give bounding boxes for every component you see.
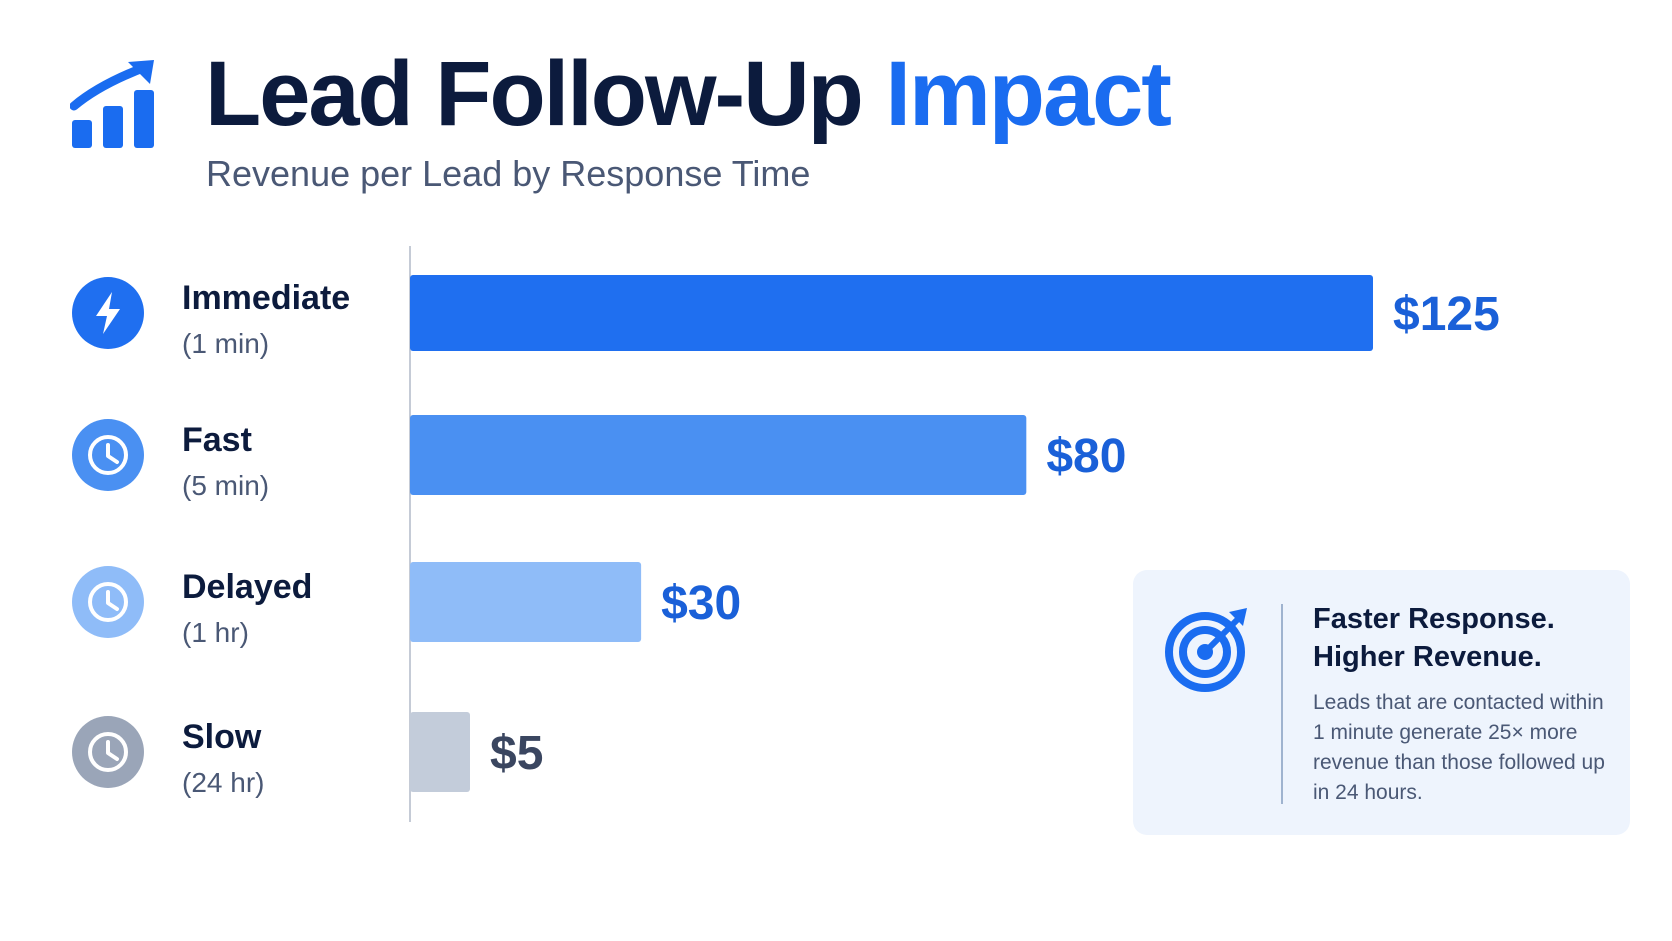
page-title: Lead Follow-Up Impact: [205, 43, 1172, 145]
callout-heading-line1: Faster Response.: [1313, 603, 1555, 635]
chart-up-icon: [70, 60, 154, 148]
target-icon: [1165, 608, 1247, 692]
bar: [410, 712, 470, 792]
page-subtitle: Revenue per Lead by Response Time: [206, 153, 811, 194]
callout-body: Leads that are contacted within 1 minute…: [1313, 691, 1605, 804]
callout-heading-line2: Higher Revenue.: [1313, 641, 1542, 673]
category-label: Immediate: [182, 279, 350, 317]
callout-divider: [1281, 604, 1283, 804]
title-accent: Impact: [885, 43, 1172, 145]
category-label: Delayed: [182, 568, 312, 606]
bar: [410, 275, 1373, 351]
clock-icon: [72, 419, 144, 491]
insight-callout: Faster Response. Higher Revenue. Leads t…: [1133, 570, 1630, 835]
category-label: Fast: [182, 421, 252, 459]
bar: [410, 415, 1027, 495]
callout-heading: Faster Response. Higher Revenue.: [1313, 600, 1613, 676]
category-label: Slow: [182, 718, 262, 756]
clock-icon: [72, 716, 144, 788]
value-label: $125: [1393, 288, 1500, 341]
title-main: Lead Follow-Up: [205, 43, 886, 145]
value-label: $30: [661, 577, 741, 630]
bar: [410, 562, 642, 642]
lightning-icon: [72, 277, 144, 349]
clock-icon: [72, 566, 144, 638]
category-sublabel: (1 hr): [182, 617, 249, 648]
value-label: $80: [1046, 430, 1126, 483]
value-label: $5: [490, 727, 543, 780]
category-sublabel: (24 hr): [182, 767, 264, 798]
category-sublabel: (5 min): [182, 470, 269, 501]
category-sublabel: (1 min): [182, 328, 269, 359]
